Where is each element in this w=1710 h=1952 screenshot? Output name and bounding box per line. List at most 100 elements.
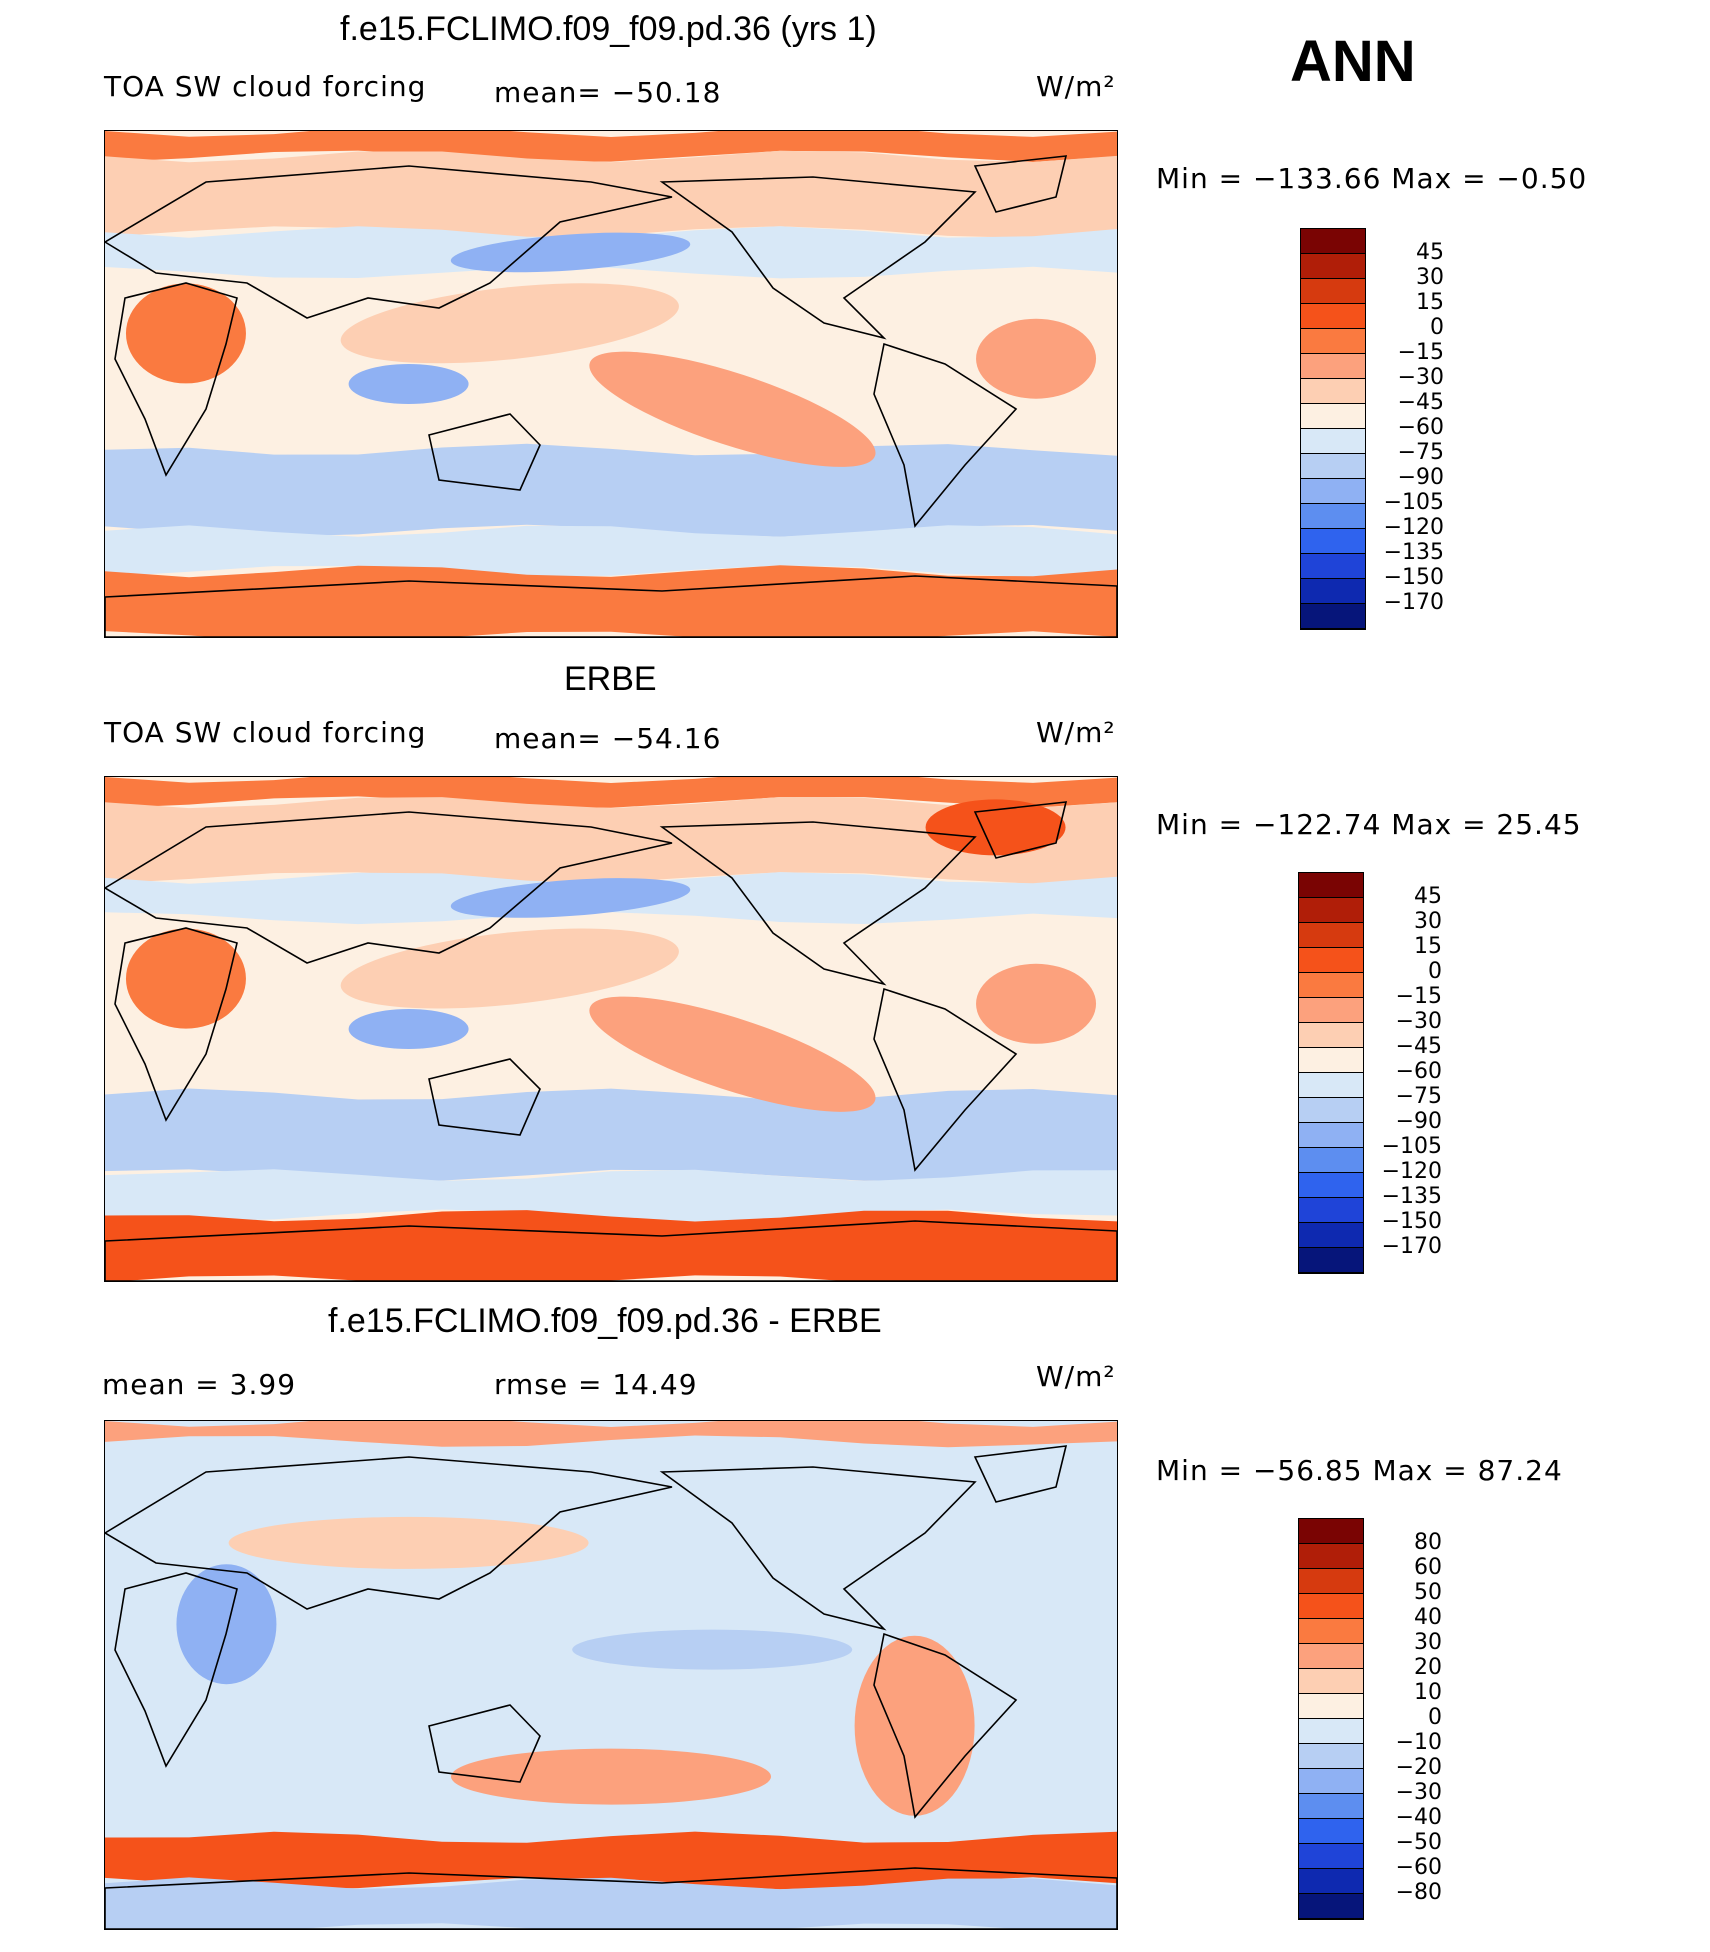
coastline	[105, 165, 673, 319]
panel1-colorbar-tick-label: −30	[1397, 365, 1444, 390]
panel2-colorbar-bin	[1299, 898, 1363, 923]
panel2-colorbar-bin	[1299, 1223, 1363, 1248]
panel1-colorbar-tick-label: 30	[1416, 265, 1444, 290]
south-america-anomaly	[854, 1635, 975, 1816]
northern-midlat-band	[105, 797, 1117, 884]
panel2-colorbar-bin	[1299, 948, 1363, 973]
panel2-colorbar-tick-label: −75	[1395, 1084, 1442, 1109]
atlantic-high	[976, 963, 1097, 1044]
panel2-map	[104, 776, 1118, 1282]
northern-midlat-band	[105, 150, 1117, 239]
panel1-units-label: W/m²	[1036, 70, 1116, 103]
panel3-colorbar-bin	[1299, 1794, 1363, 1819]
panel1-colorbar-bin	[1301, 279, 1365, 304]
panel1-colorbar-tick-label: −150	[1383, 565, 1444, 590]
panel2-colorbar-tick-label: 45	[1414, 884, 1442, 909]
sahara-region	[125, 928, 246, 1029]
panel1-colorbar-bin	[1301, 554, 1365, 579]
panel1-colorbar-tick-label: −60	[1397, 415, 1444, 440]
southern-pacific-anomaly	[451, 1748, 771, 1805]
panel2-colorbar-tick-label: −90	[1395, 1109, 1442, 1134]
panel3-colorbar-tick-label: −60	[1395, 1855, 1442, 1880]
atlantic-high	[976, 318, 1097, 399]
coastline	[873, 987, 1018, 1172]
coastline	[105, 1456, 673, 1610]
panel2-colorbar-bin	[1299, 1123, 1363, 1148]
panel1-colorbar-bin	[1301, 579, 1365, 604]
panel1-colorbar-tick-label: −90	[1397, 465, 1444, 490]
coastline	[659, 1466, 977, 1631]
panel2-colorbar-tick-label: 15	[1414, 934, 1442, 959]
panel3-colorbar-bin	[1299, 1569, 1363, 1594]
panel2-colorbar-bin	[1299, 998, 1363, 1023]
panel3-map	[104, 1420, 1118, 1930]
panel1-colorbar-bin	[1301, 229, 1365, 254]
panel2-minmax-label: Min = −122.74 Max = 25.45	[1156, 808, 1582, 841]
africa-anomaly	[176, 1564, 277, 1685]
panel1-colorbar-bin	[1301, 329, 1365, 354]
panel1-minmax-label: Min = −133.66 Max = −0.50	[1156, 162, 1588, 195]
antarctic-band	[105, 1877, 1117, 1929]
panel3-colorbar-tick-label: 40	[1414, 1605, 1442, 1630]
panel3-colorbar-bin	[1299, 1819, 1363, 1844]
panel2-colorbar-bin	[1299, 973, 1363, 998]
panel1-colorbar-tick-label: −105	[1383, 490, 1444, 515]
panel2-mean-label: mean= −54.16	[494, 722, 722, 755]
panel2-colorbar-bin	[1299, 1248, 1363, 1273]
southern-ocean-band	[105, 443, 1117, 537]
panel3-colorbar-tick-label: 60	[1414, 1555, 1442, 1580]
panel1-title: f.e15.FCLIMO.f09_f09.pd.36 (yrs 1)	[340, 10, 877, 48]
se-pacific-high	[589, 351, 876, 467]
panel1-colorbar-bin	[1301, 504, 1365, 529]
panel1-colorbar-tick-label: 45	[1416, 240, 1444, 265]
panel3-rmse-label: rmse = 14.49	[494, 1368, 698, 1401]
panel3-minmax-label: Min = −56.85 Max = 87.24	[1156, 1454, 1563, 1487]
coastline	[428, 413, 541, 491]
southern-ocean-edge-band	[105, 525, 1117, 578]
panel3-colorbar-bin	[1299, 1519, 1363, 1544]
panel1-colorbar	[1300, 228, 1366, 630]
panel2-colorbar-tick-label: −120	[1381, 1159, 1442, 1184]
pacific-storm-track	[450, 878, 691, 918]
panel1-colorbar-bin	[1301, 454, 1365, 479]
coastline	[428, 1058, 541, 1136]
panel1-mean-label: mean= −50.18	[494, 76, 722, 109]
panel2-colorbar-tick-label: −135	[1381, 1184, 1442, 1209]
panel2-colorbar-tick-label: −45	[1395, 1034, 1442, 1059]
coastline	[973, 1445, 1068, 1503]
panel2-colorbar-bin	[1299, 1148, 1363, 1173]
panel3-title: f.e15.FCLIMO.f09_f09.pd.36 - ERBE	[328, 1302, 882, 1340]
eurasia-anomaly	[228, 1516, 589, 1569]
panel3-map-svg	[105, 1421, 1117, 1929]
panel1-colorbar-tick-label: 0	[1430, 315, 1444, 340]
arctic-band	[105, 777, 1117, 809]
panel3-colorbar-bin	[1299, 1744, 1363, 1769]
subtropical-high	[340, 928, 679, 1009]
panel2-colorbar-bin	[1299, 873, 1363, 898]
coastline	[105, 1867, 1117, 1929]
panel3-colorbar-tick-label: −50	[1395, 1830, 1442, 1855]
pacific-storm-track	[450, 232, 691, 273]
panel2-colorbar-bin	[1299, 1173, 1363, 1198]
panel2-colorbar-bin	[1299, 1198, 1363, 1223]
panel1-colorbar-bin	[1301, 404, 1365, 429]
greenland-region	[925, 799, 1066, 856]
arctic-band	[105, 131, 1117, 163]
panel1-colorbar-tick-label: −135	[1383, 540, 1444, 565]
southern-ocean-edge-band	[105, 1169, 1117, 1222]
panel3-units-label: W/m²	[1036, 1360, 1116, 1393]
equatorial-anomaly	[572, 1629, 853, 1670]
panel1-colorbar-tick-label: −75	[1397, 440, 1444, 465]
coastline	[659, 176, 977, 340]
panel3-colorbar-tick-label: 30	[1414, 1630, 1442, 1655]
panel3-colorbar-tick-label: 10	[1414, 1680, 1442, 1705]
panel3-colorbar-bin	[1299, 1619, 1363, 1644]
warm-pool	[348, 364, 469, 404]
panel2-colorbar-tick-label: −170	[1381, 1234, 1442, 1259]
panel3-colorbar-bin	[1299, 1869, 1363, 1894]
coastline	[873, 1632, 1018, 1819]
panel3-colorbar-bin	[1299, 1669, 1363, 1694]
panel1-colorbar-bin	[1301, 254, 1365, 279]
panel2-colorbar-tick-label: 0	[1428, 959, 1442, 984]
panel3-colorbar-bin	[1299, 1594, 1363, 1619]
